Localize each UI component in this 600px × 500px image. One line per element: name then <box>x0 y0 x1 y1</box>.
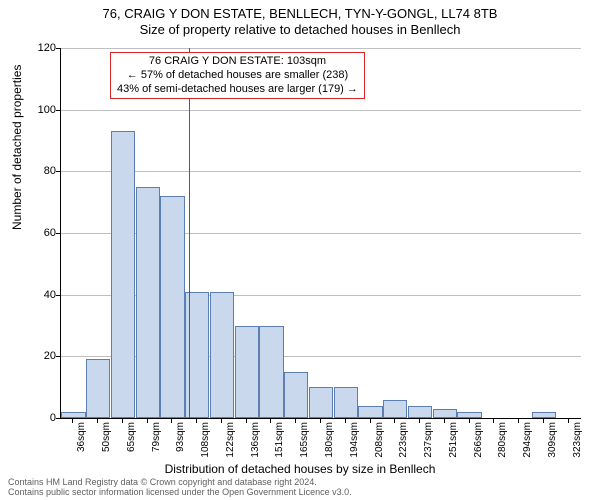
plot-area: 76 CRAIG Y DON ESTATE: 103sqm ← 57% of d… <box>60 48 580 418</box>
x-tick-label: 79sqm <box>151 422 162 452</box>
x-tick-label: 65sqm <box>126 422 137 452</box>
y-tick-label: 100 <box>16 104 56 116</box>
annotation-line1: 76 CRAIG Y DON ESTATE: 103sqm <box>117 55 358 69</box>
bar <box>284 372 308 418</box>
bar <box>86 359 110 418</box>
x-tick-mark <box>543 418 544 423</box>
footer-attribution: Contains HM Land Registry data © Crown c… <box>8 478 352 498</box>
x-tick-mark <box>444 418 445 423</box>
x-tick-label: 151sqm <box>274 422 285 458</box>
x-tick-label: 323sqm <box>572 422 583 458</box>
bar <box>136 187 160 418</box>
x-tick-label: 223sqm <box>398 422 409 458</box>
y-tick-label: 80 <box>16 165 56 177</box>
annotation-line2: ← 57% of detached houses are smaller (23… <box>117 69 358 83</box>
x-tick-mark <box>122 418 123 423</box>
title-address: 76, CRAIG Y DON ESTATE, BENLLECH, TYN-Y-… <box>0 6 600 22</box>
y-tick-label: 60 <box>16 227 56 239</box>
grid-line <box>61 48 581 49</box>
bar <box>111 131 135 418</box>
y-tick-label: 20 <box>16 350 56 362</box>
y-tick-mark <box>56 233 61 234</box>
bar <box>235 326 259 419</box>
x-tick-mark <box>72 418 73 423</box>
x-tick-label: 266sqm <box>473 422 484 458</box>
y-tick-mark <box>56 356 61 357</box>
bar <box>532 412 556 418</box>
bar <box>408 406 432 418</box>
x-tick-mark <box>196 418 197 423</box>
grid-line <box>61 171 581 172</box>
x-tick-mark <box>320 418 321 423</box>
x-tick-label: 36sqm <box>76 422 87 452</box>
x-tick-label: 93sqm <box>175 422 186 452</box>
bar <box>259 326 283 419</box>
y-tick-label: 0 <box>16 412 56 424</box>
y-tick-mark <box>56 418 61 419</box>
x-tick-label: 237sqm <box>423 422 434 458</box>
bar <box>433 409 457 418</box>
x-tick-label: 194sqm <box>349 422 360 458</box>
x-tick-mark <box>419 418 420 423</box>
chart-container: 76, CRAIG Y DON ESTATE, BENLLECH, TYN-Y-… <box>0 0 600 500</box>
y-tick-label: 120 <box>16 42 56 54</box>
x-axis-label: Distribution of detached houses by size … <box>0 462 600 476</box>
y-tick-mark <box>56 110 61 111</box>
x-tick-label: 251sqm <box>448 422 459 458</box>
y-tick-mark <box>56 48 61 49</box>
x-tick-mark <box>221 418 222 423</box>
x-tick-mark <box>518 418 519 423</box>
reference-line <box>189 48 190 418</box>
bar <box>309 387 333 418</box>
x-tick-mark <box>469 418 470 423</box>
bar <box>210 292 234 418</box>
footer-line2: Contains public sector information licen… <box>8 488 352 498</box>
x-tick-label: 122sqm <box>225 422 236 458</box>
x-tick-label: 294sqm <box>522 422 533 458</box>
x-tick-mark <box>246 418 247 423</box>
x-tick-mark <box>568 418 569 423</box>
x-tick-mark <box>295 418 296 423</box>
bar <box>160 196 184 418</box>
annotation-line3: 43% of semi-detached houses are larger (… <box>117 83 358 97</box>
x-tick-label: 50sqm <box>101 422 112 452</box>
bar <box>383 400 407 419</box>
x-tick-label: 309sqm <box>547 422 558 458</box>
x-tick-label: 136sqm <box>250 422 261 458</box>
y-tick-mark <box>56 171 61 172</box>
x-tick-mark <box>394 418 395 423</box>
bar <box>334 387 358 418</box>
x-tick-mark <box>97 418 98 423</box>
plot-inner <box>60 48 581 419</box>
x-tick-mark <box>171 418 172 423</box>
annotation-box: 76 CRAIG Y DON ESTATE: 103sqm ← 57% of d… <box>110 52 365 99</box>
y-tick-label: 40 <box>16 289 56 301</box>
x-tick-label: 180sqm <box>324 422 335 458</box>
bar <box>457 412 481 418</box>
x-tick-label: 108sqm <box>200 422 211 458</box>
y-tick-mark <box>56 295 61 296</box>
x-tick-mark <box>370 418 371 423</box>
x-tick-mark <box>147 418 148 423</box>
x-tick-mark <box>270 418 271 423</box>
bar <box>358 406 382 418</box>
x-tick-label: 280sqm <box>497 422 508 458</box>
x-tick-mark <box>345 418 346 423</box>
x-tick-mark <box>493 418 494 423</box>
y-axis-label: Number of detached properties <box>10 65 24 230</box>
title-block: 76, CRAIG Y DON ESTATE, BENLLECH, TYN-Y-… <box>0 0 600 39</box>
x-tick-label: 208sqm <box>374 422 385 458</box>
grid-line <box>61 110 581 111</box>
x-tick-label: 165sqm <box>299 422 310 458</box>
title-subtitle: Size of property relative to detached ho… <box>0 22 600 38</box>
